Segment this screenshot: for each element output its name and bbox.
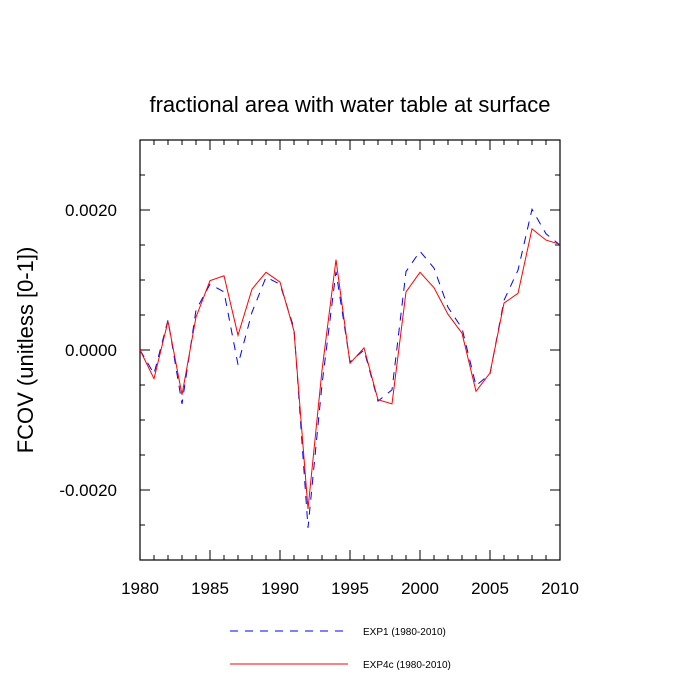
- legend: EXP1 (1980-2010) EXP4c (1980-2010): [230, 627, 451, 671]
- y-tick-label: -0.0020: [59, 481, 117, 500]
- plot-border: [139, 139, 561, 561]
- x-tick-label: 1980: [121, 579, 159, 598]
- legend-label-2: EXP4c (1980-2010): [363, 660, 451, 671]
- series-line-1: [139, 207, 561, 528]
- x-tick-label: 1990: [261, 579, 299, 598]
- plot-frame: [139, 139, 561, 561]
- x-tick-label: 1995: [331, 579, 369, 598]
- axis-ticks: 1980 1985 1990 1995 2000 2005 2010 -0.0020 0.000…: [59, 139, 579, 598]
- series-layer: [139, 207, 561, 528]
- y-tick-label: 0.0000: [65, 341, 117, 360]
- x-tick-label: 2000: [401, 579, 439, 598]
- x-tick-label: 2010: [541, 579, 579, 598]
- series-line-2: [139, 228, 561, 509]
- chart-title: fractional area with water table at surf…: [149, 92, 550, 117]
- y-axis-label: FCOV (unitless [0-1]): [13, 247, 38, 454]
- x-tick-label: 1985: [191, 579, 229, 598]
- x-tick-label: 2005: [471, 579, 509, 598]
- y-tick-label: 0.0020: [65, 201, 117, 220]
- legend-label-1: EXP1 (1980-2010): [363, 627, 446, 638]
